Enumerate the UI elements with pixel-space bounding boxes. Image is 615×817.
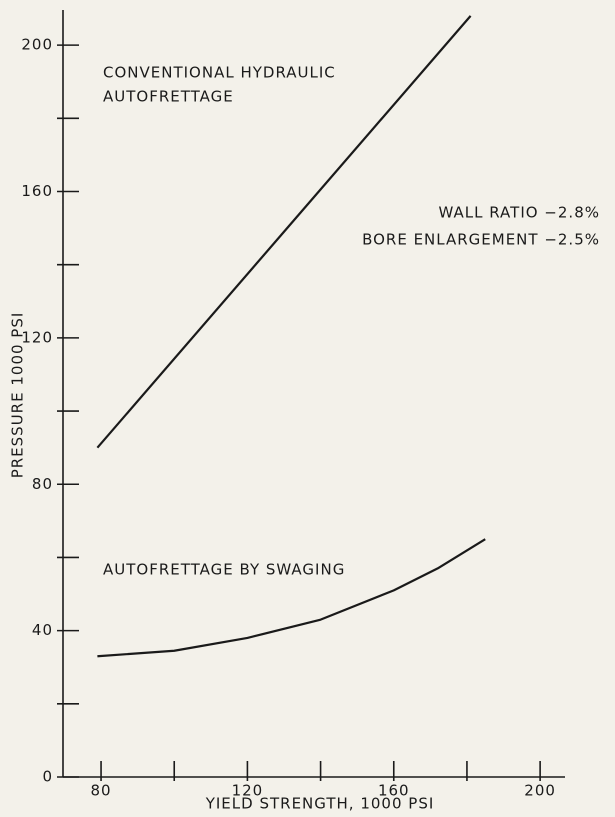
y-tick-label: 80: [32, 475, 53, 493]
annotation: WALL RATIO −2.8%: [438, 204, 600, 222]
annotation: AUTOFRETTAGE BY SWAGING: [103, 561, 345, 579]
x-tick-label: 200: [524, 782, 556, 800]
x-axis-label: YIELD STRENGTH, 1000 PSI: [205, 795, 435, 813]
annotation: CONVENTIONAL HYDRAULIC: [103, 64, 336, 82]
y-tick-label: 160: [21, 182, 53, 200]
y-tick-label: 0: [42, 768, 53, 786]
y-axis-label: PRESSURE 1000 PSI: [9, 312, 27, 479]
y-tick-label: 200: [21, 36, 53, 54]
data-line: [96, 15, 472, 449]
x-tick-label: 120: [232, 782, 264, 800]
annotation: BORE ENLARGEMENT −2.5%: [362, 231, 600, 249]
x-tick-label: 160: [378, 782, 410, 800]
y-tick-label: 40: [32, 621, 53, 639]
y-tick-label: 120: [21, 328, 53, 346]
x-tick-label: 80: [91, 782, 112, 800]
annotation: AUTOFRETTAGE: [103, 88, 234, 106]
data-line: [97, 538, 486, 658]
